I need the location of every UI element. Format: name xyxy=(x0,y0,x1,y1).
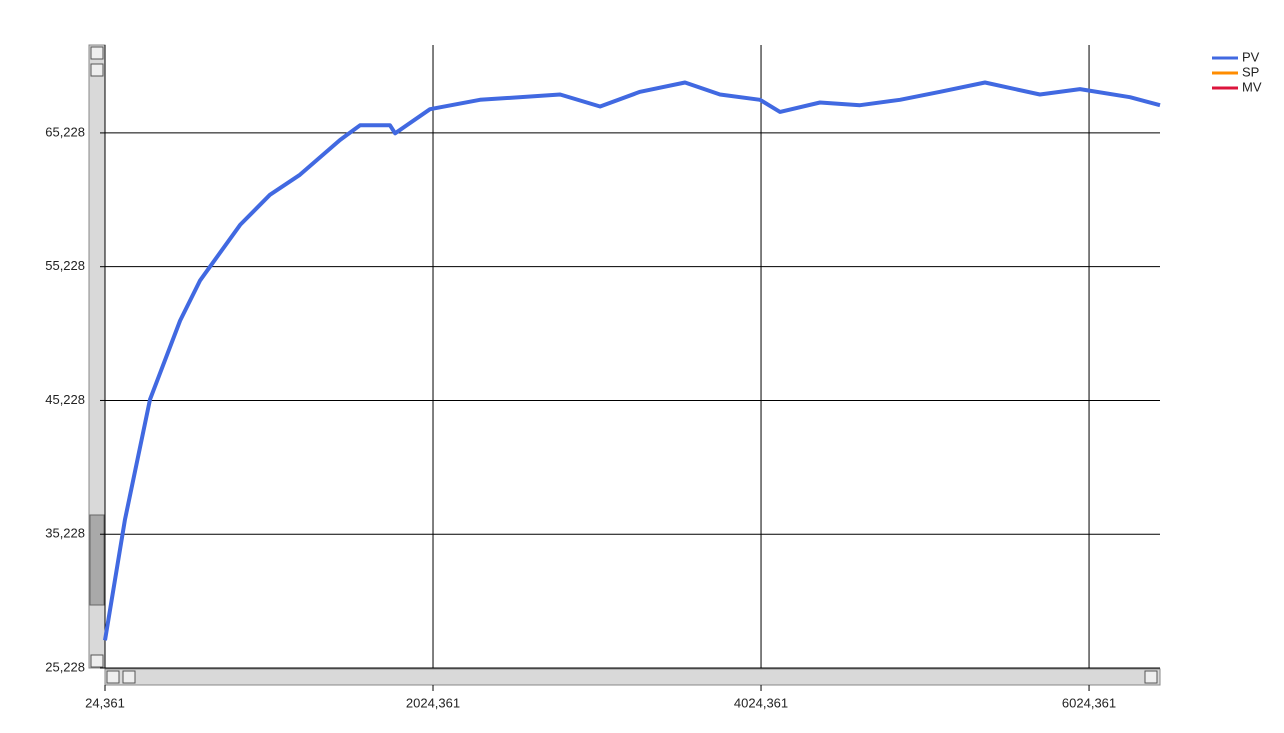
h-scroll-left[interactable] xyxy=(122,670,136,684)
x-tick-label: 2024,361 xyxy=(406,695,460,710)
y-tick-label: 35,228 xyxy=(45,526,85,541)
scrollbars xyxy=(88,44,1161,686)
v-scroll-up[interactable] xyxy=(90,63,104,77)
y-tick-label: 65,228 xyxy=(45,124,85,139)
x-tick-label: 24,361 xyxy=(85,695,125,710)
legend-label: SP xyxy=(1242,64,1259,79)
h-zoom-reset[interactable] xyxy=(106,670,120,684)
y-tick-label: 25,228 xyxy=(45,659,85,674)
h-scroll-right[interactable] xyxy=(1144,670,1158,684)
legend-label: PV xyxy=(1242,49,1260,64)
y-tick-label: 55,228 xyxy=(45,258,85,273)
x-tick-label: 6024,361 xyxy=(1062,695,1116,710)
legend-label: MV xyxy=(1242,79,1262,94)
y-tick-label: 45,228 xyxy=(45,392,85,407)
x-tick-label: 4024,361 xyxy=(734,695,788,710)
data-line xyxy=(103,80,1161,641)
v-scroll-down[interactable] xyxy=(90,654,104,668)
h-scrollbar[interactable] xyxy=(104,668,1161,686)
v-zoom-reset[interactable] xyxy=(90,46,104,60)
v-scroll-thumb[interactable] xyxy=(89,514,105,606)
